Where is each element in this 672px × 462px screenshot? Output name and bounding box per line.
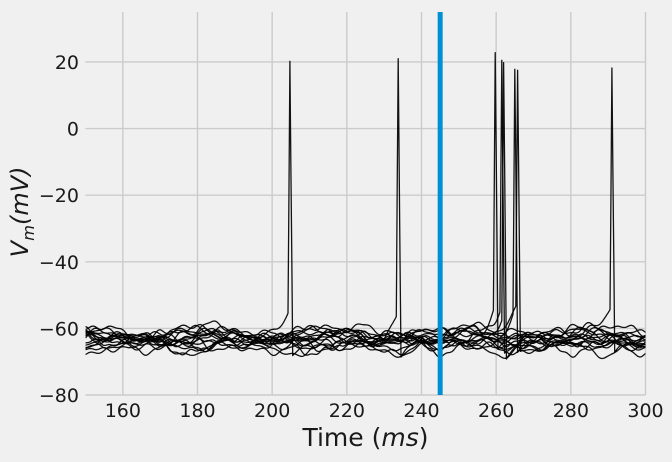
- membrane-trace: [85, 61, 646, 360]
- x-tick-label: 280: [553, 400, 589, 422]
- y-axis-label-unit: (mV): [6, 166, 35, 226]
- y-tick-label: −20: [39, 185, 79, 207]
- x-tick-label: 180: [179, 400, 215, 422]
- x-axis-label-unit: ms: [381, 423, 419, 452]
- membrane-trace: [85, 60, 646, 357]
- stimulus-time-line: [437, 12, 443, 395]
- y-tick-label: 20: [55, 52, 79, 74]
- y-axis-label: Vm(mV): [6, 146, 38, 278]
- membrane-trace: [85, 57, 646, 358]
- membrane-trace: [85, 69, 646, 353]
- membrane-trace: [85, 59, 646, 354]
- x-tick-label: 160: [105, 400, 141, 422]
- y-tick-label: 0: [67, 119, 79, 141]
- x-tick-label: 240: [403, 400, 439, 422]
- membrane-trace: [85, 335, 646, 358]
- membrane-traces: [85, 51, 646, 360]
- y-tick-label: −40: [39, 252, 79, 274]
- x-axis-label-prefix: Time (: [302, 423, 382, 452]
- stimulus-marker: [437, 12, 443, 395]
- y-tick-label: −80: [39, 385, 79, 407]
- x-tick-label: 260: [478, 400, 514, 422]
- membrane-trace: [85, 51, 646, 350]
- x-axis-label-suffix: ): [418, 423, 429, 452]
- membrane-trace: [85, 327, 646, 345]
- x-tick-label: 200: [254, 400, 290, 422]
- membrane-trace: [85, 68, 646, 354]
- x-axis-label: Time (ms): [0, 423, 672, 452]
- membrane-trace: [85, 330, 646, 352]
- x-tick-label: 300: [627, 400, 663, 422]
- membrane-trace: [85, 67, 646, 353]
- membrane-trace: [85, 321, 646, 347]
- y-axis-label-variable: V: [6, 240, 35, 258]
- y-tick-label: −60: [39, 318, 79, 340]
- y-axis-label-subscript: m: [18, 225, 38, 241]
- x-tick-label: 220: [329, 400, 365, 422]
